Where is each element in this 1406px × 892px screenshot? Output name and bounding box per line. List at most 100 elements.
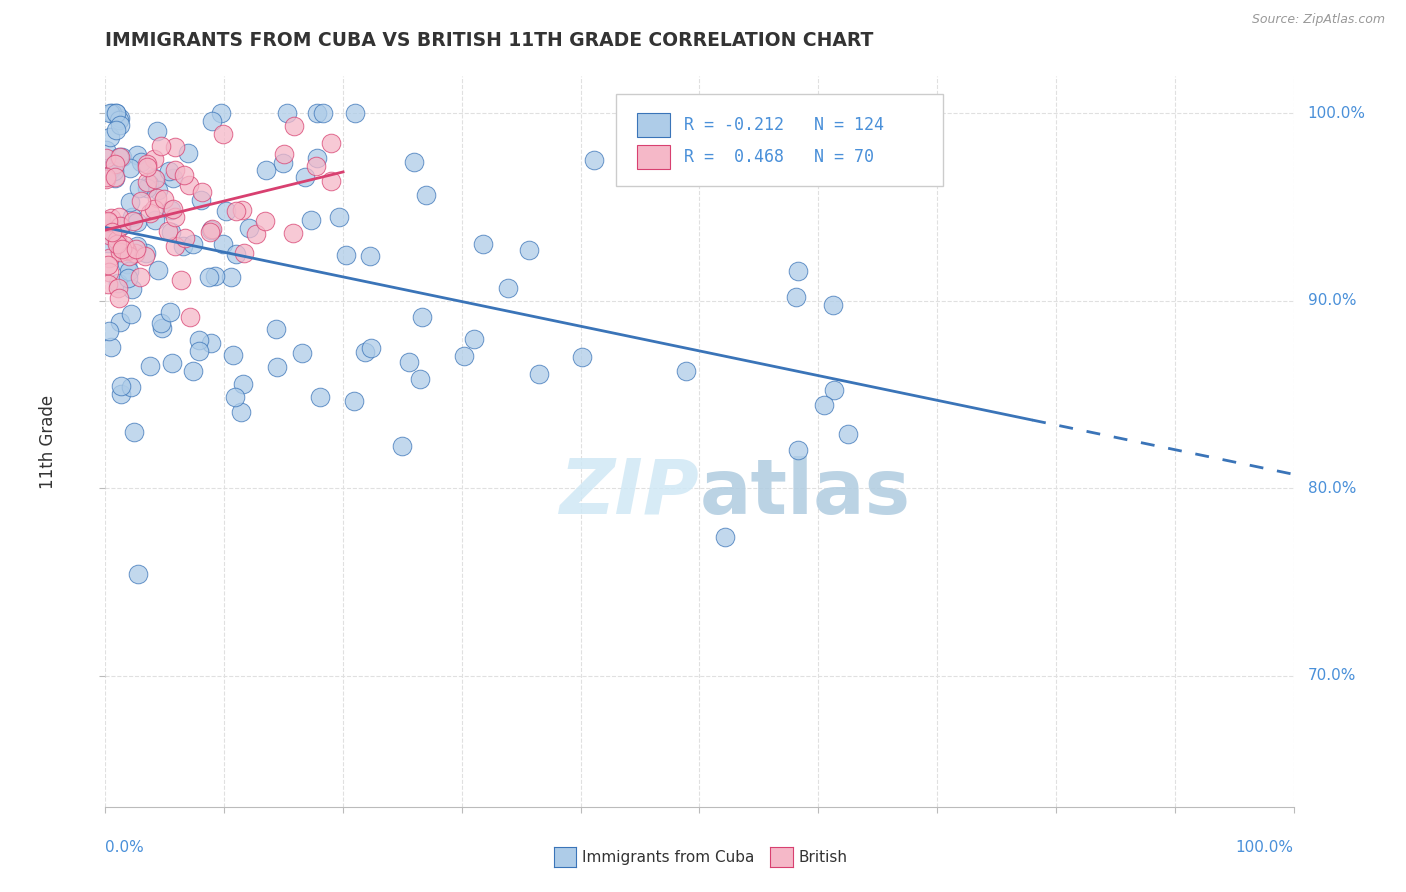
Point xyxy=(108,291,131,305)
Point xyxy=(150,321,173,335)
Point xyxy=(97,227,120,242)
Point xyxy=(170,273,193,287)
Point xyxy=(108,219,131,234)
Text: British: British xyxy=(799,850,848,864)
Point xyxy=(225,247,247,261)
Point xyxy=(305,151,328,165)
Point xyxy=(115,257,138,271)
Point xyxy=(105,106,128,120)
Point xyxy=(254,163,277,178)
Point xyxy=(129,155,152,169)
Point xyxy=(496,281,519,295)
Point xyxy=(181,364,204,378)
Point xyxy=(101,225,124,239)
Text: 80.0%: 80.0% xyxy=(1308,481,1357,496)
Point xyxy=(105,237,128,252)
Point xyxy=(187,334,209,348)
Point xyxy=(321,173,343,187)
Point xyxy=(108,118,131,132)
Point xyxy=(215,203,238,218)
Point xyxy=(291,346,314,360)
Point xyxy=(517,243,540,257)
Point xyxy=(264,322,287,336)
Point xyxy=(162,202,184,216)
Point xyxy=(121,210,143,224)
Point xyxy=(117,271,139,285)
Point xyxy=(787,442,810,457)
Point xyxy=(94,171,117,186)
Point xyxy=(107,238,129,252)
Point xyxy=(245,227,267,241)
Point xyxy=(179,310,201,325)
Point xyxy=(786,264,808,278)
Point xyxy=(125,243,148,257)
Point xyxy=(98,251,121,265)
Point xyxy=(209,106,232,120)
Point xyxy=(108,245,131,260)
Point xyxy=(222,348,245,362)
Point xyxy=(105,233,128,247)
Point xyxy=(191,185,214,199)
Point xyxy=(173,169,195,183)
Point xyxy=(359,249,381,263)
Point xyxy=(415,188,437,202)
Point xyxy=(127,148,149,162)
Point xyxy=(198,269,221,284)
Point xyxy=(128,181,150,195)
Point xyxy=(127,239,149,253)
Point xyxy=(321,136,343,150)
Point xyxy=(122,214,145,228)
Point xyxy=(97,223,120,237)
Point xyxy=(160,356,183,370)
Point xyxy=(360,341,382,355)
Point xyxy=(146,124,169,138)
Point xyxy=(824,383,846,397)
Point xyxy=(135,157,157,171)
Point xyxy=(101,106,124,120)
Point xyxy=(411,310,433,325)
Point xyxy=(105,106,128,120)
Point xyxy=(181,236,204,251)
Point xyxy=(104,170,127,185)
Point xyxy=(299,213,322,227)
Point xyxy=(135,181,157,195)
Point xyxy=(165,210,187,224)
Point xyxy=(583,153,606,167)
Point xyxy=(115,243,138,257)
Point xyxy=(463,332,485,346)
Point xyxy=(107,113,129,128)
Point xyxy=(118,249,141,263)
Point xyxy=(98,106,121,120)
Point xyxy=(124,246,146,260)
Point xyxy=(225,204,247,219)
Point xyxy=(173,231,195,245)
Point xyxy=(305,159,328,173)
Point xyxy=(146,191,169,205)
Point xyxy=(165,163,187,178)
Text: Immigrants from Cuba: Immigrants from Cuba xyxy=(582,850,755,864)
Point xyxy=(335,248,357,262)
Point xyxy=(97,258,120,272)
Point xyxy=(152,192,174,206)
Point xyxy=(328,211,350,225)
Point xyxy=(107,281,129,295)
Point xyxy=(110,242,132,256)
Point xyxy=(529,367,551,381)
Point xyxy=(105,123,128,137)
Text: IMMIGRANTS FROM CUBA VS BRITISH 11TH GRADE CORRELATION CHART: IMMIGRANTS FROM CUBA VS BRITISH 11TH GRA… xyxy=(105,31,873,50)
Text: Source: ZipAtlas.com: Source: ZipAtlas.com xyxy=(1251,13,1385,27)
Point xyxy=(108,150,131,164)
Point xyxy=(204,269,226,284)
Point xyxy=(138,177,160,191)
Point xyxy=(100,161,122,176)
Point xyxy=(232,377,254,392)
Point xyxy=(104,170,127,185)
Point xyxy=(201,113,224,128)
Text: R = -0.212   N = 124: R = -0.212 N = 124 xyxy=(685,116,884,134)
Point xyxy=(143,152,166,166)
Point xyxy=(283,119,305,133)
Point xyxy=(142,202,165,216)
Point xyxy=(101,159,124,173)
Point xyxy=(176,145,198,160)
Point xyxy=(146,263,169,277)
